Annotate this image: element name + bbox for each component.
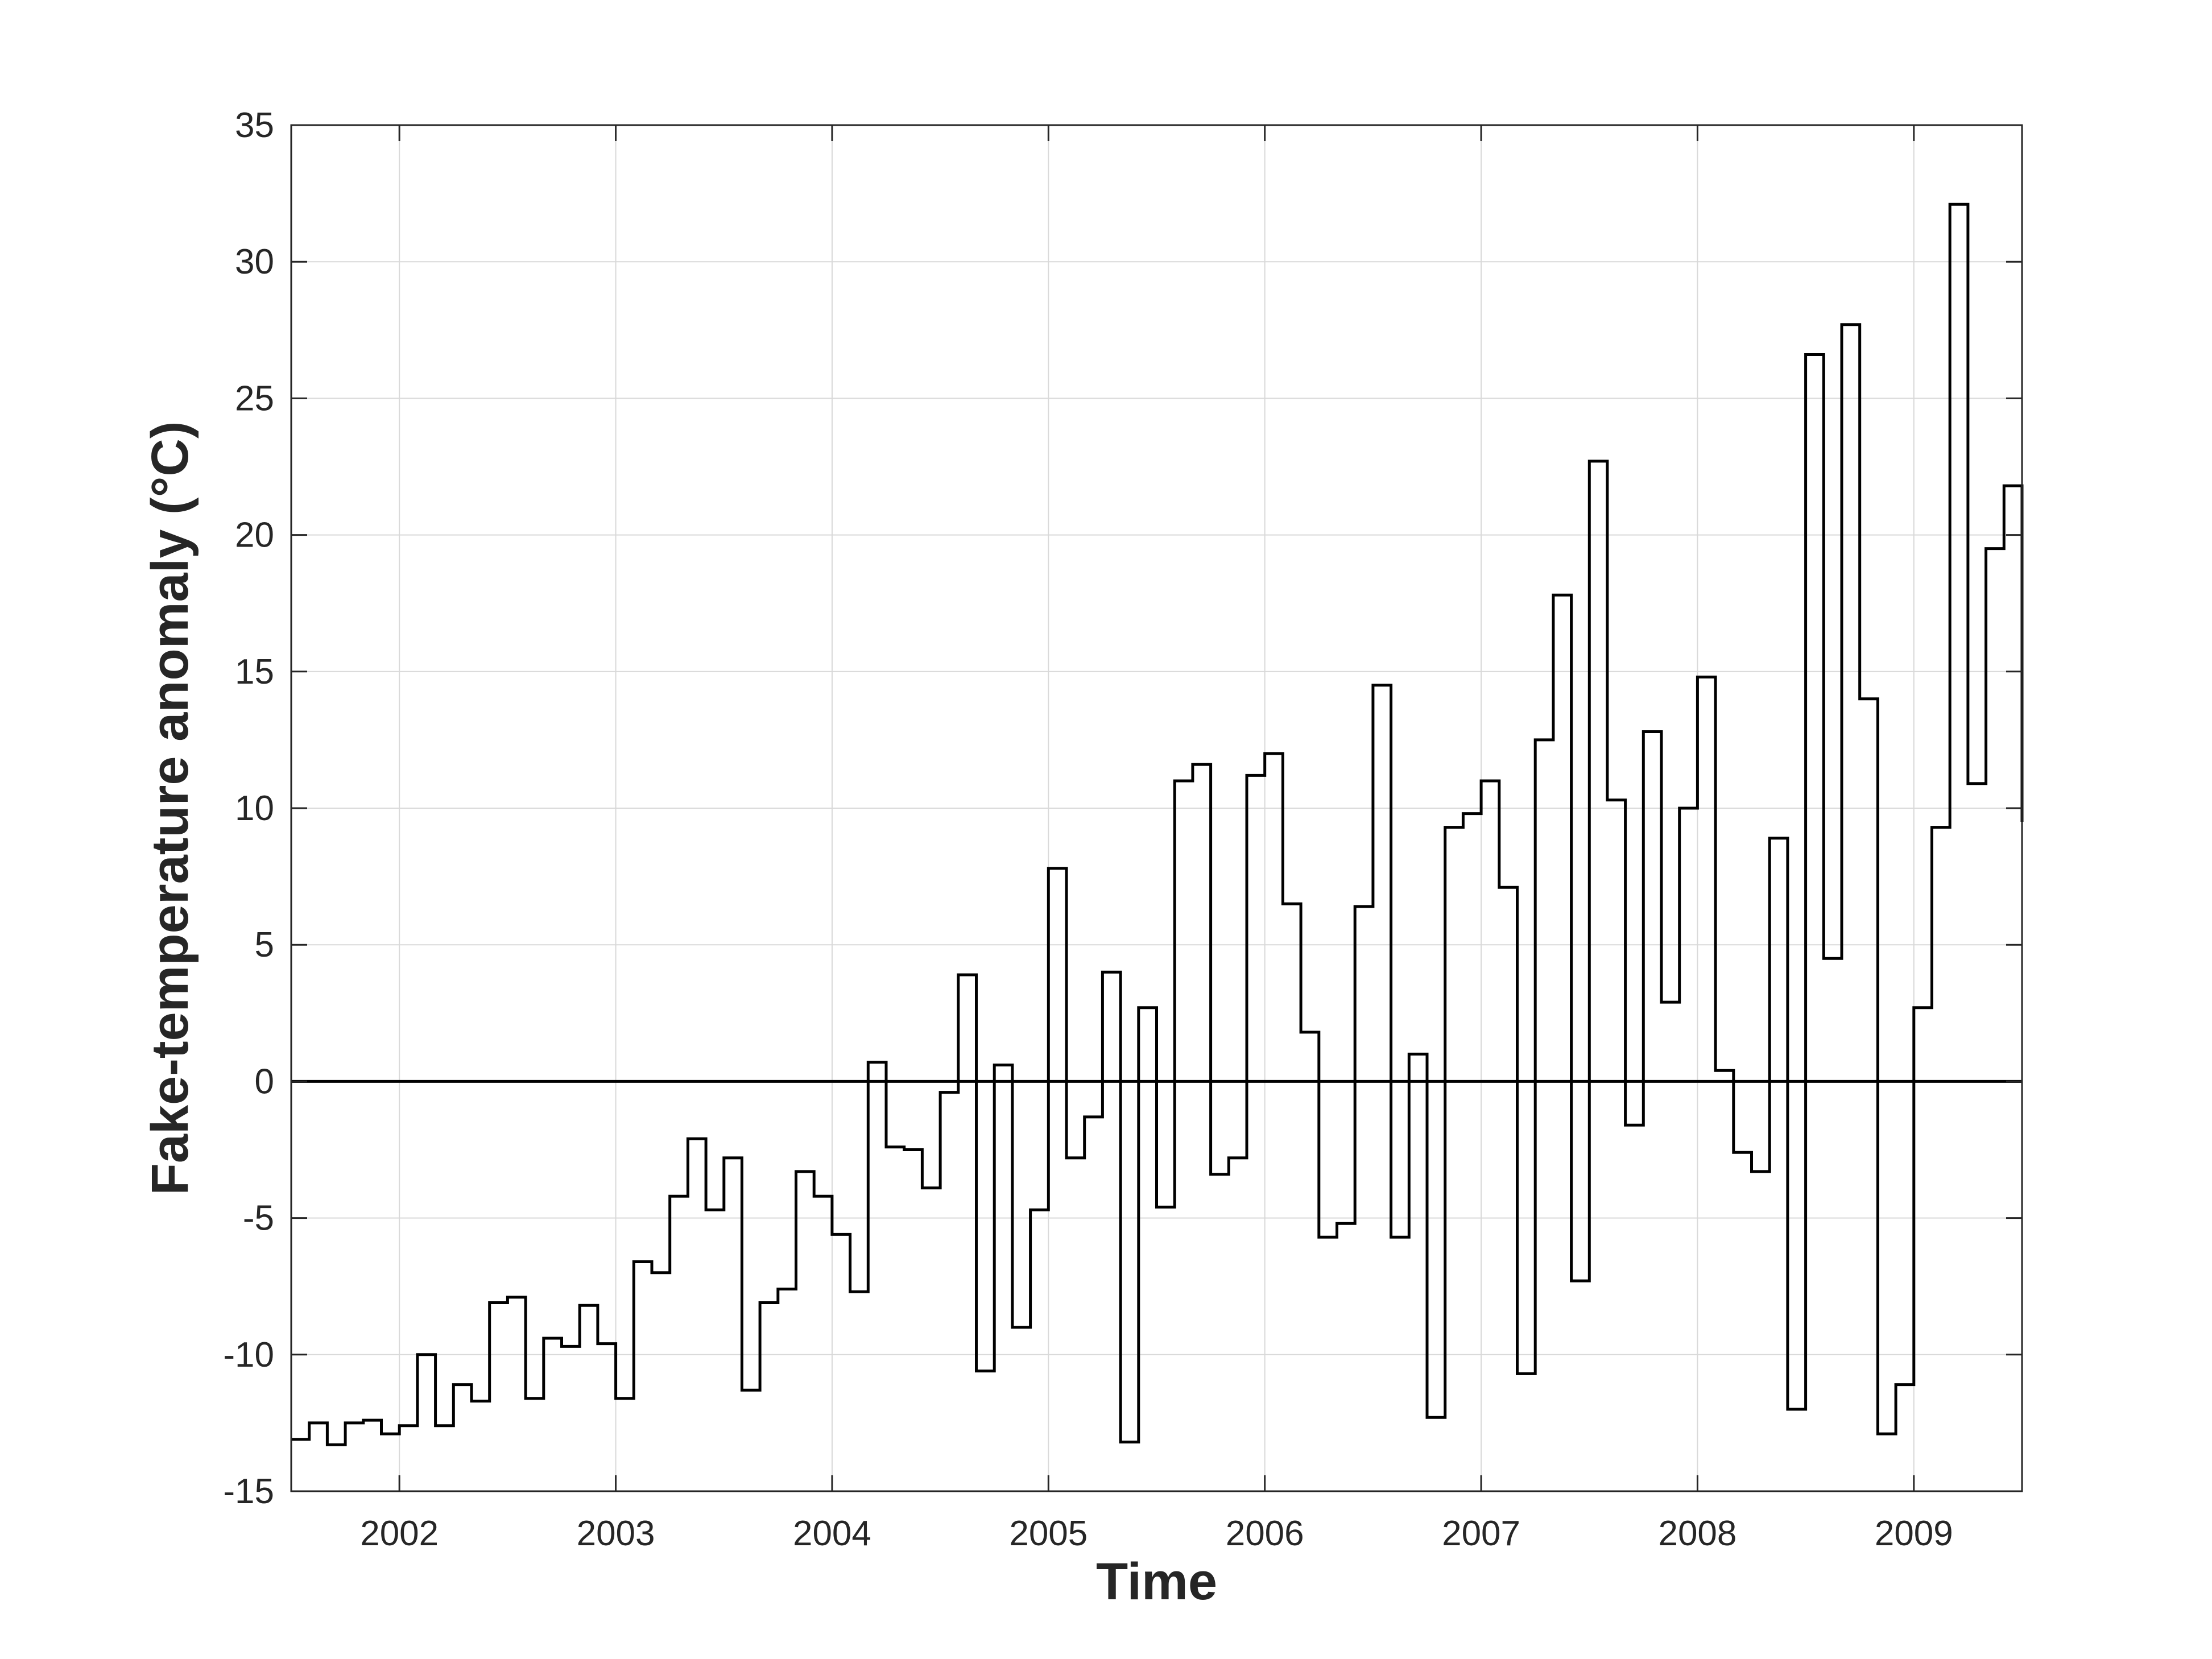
stairs-series-line [291,202,2024,1446]
x-tick-label: 2003 [577,1514,655,1553]
y-tick-label: 5 [255,925,274,965]
x-tick-label: 2009 [1875,1514,1953,1553]
x-tick-label: 2007 [1442,1514,1520,1553]
x-tick-label: 2004 [793,1514,871,1553]
y-tick-label: 10 [235,789,274,828]
x-axis-label: Time [1096,1553,1217,1611]
y-tick-label: -15 [223,1472,274,1511]
x-tick-label: 2002 [360,1514,439,1553]
x-tick-labels: 2002 2003 2004 2005 2006 2007 2008 2009 [360,1514,1953,1553]
x-tick-label: 2005 [1009,1514,1088,1553]
y-tick-label: 30 [235,242,274,282]
x-tick-label: 2008 [1658,1514,1736,1553]
axis-ticks [291,124,2022,1492]
y-tick-label: 20 [235,516,274,555]
y-axis-label: Fake-temperature anomaly (°C) [141,421,199,1195]
y-tick-label: 15 [235,652,274,692]
plot-series [291,202,2024,1446]
y-tick-label: -10 [223,1335,274,1375]
y-tick-label: -5 [243,1199,274,1238]
y-tick-label: 35 [235,106,274,145]
y-tick-label: 0 [255,1062,274,1101]
x-tick-label: 2006 [1226,1514,1304,1553]
y-tick-labels: -15 -10 -5 0 5 10 15 20 25 30 35 [223,106,274,1511]
y-tick-label: 25 [235,379,274,418]
